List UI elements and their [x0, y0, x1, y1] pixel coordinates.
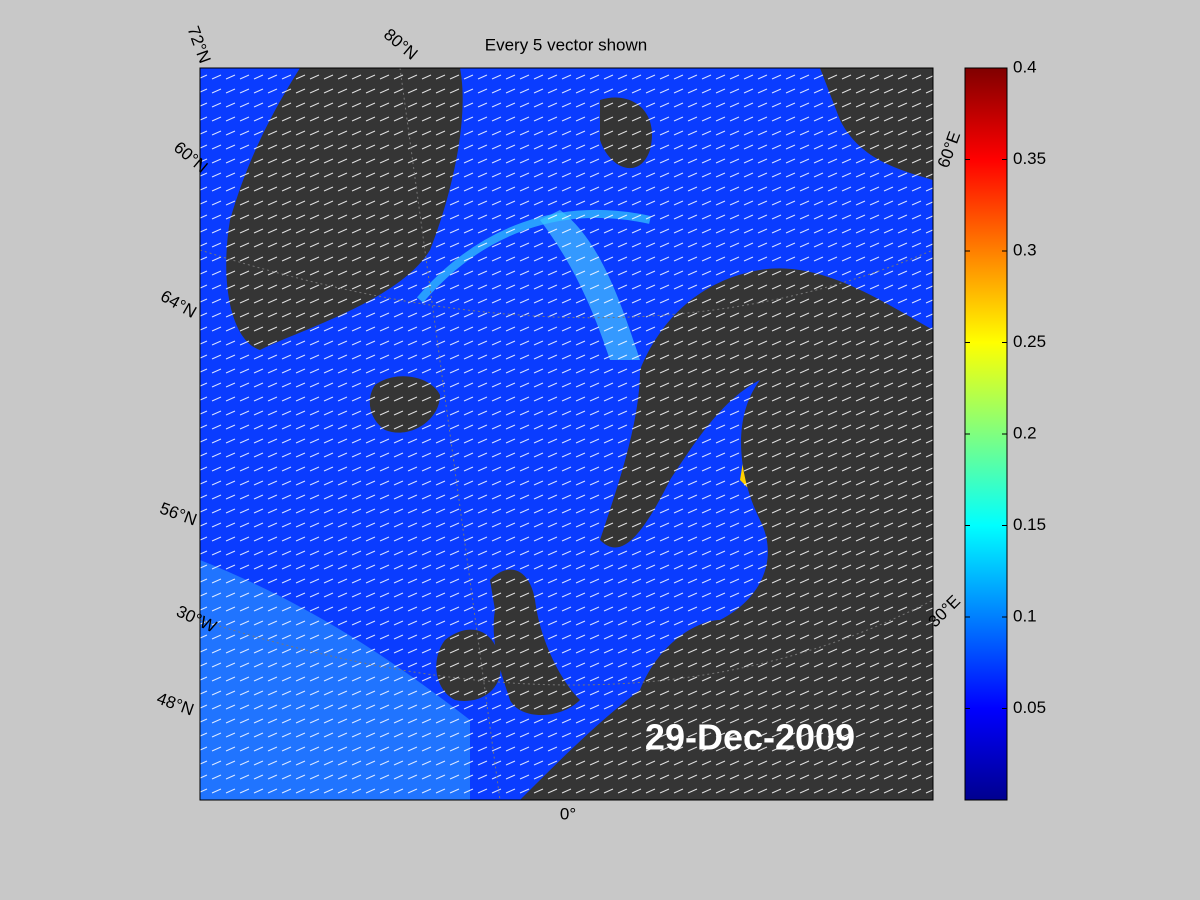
colorbar-tick-label: 0.25 — [1013, 332, 1046, 351]
colorbar — [964, 67, 1008, 801]
map-frame — [199, 67, 934, 801]
colorbar-tick-label: 0.2 — [1013, 423, 1037, 442]
map — [200, 68, 933, 800]
colorbar-tick-label: 0.05 — [1013, 698, 1046, 717]
colorbar-tick-label: 0.4 — [1013, 57, 1037, 76]
colorbar-tick-label: 0.3 — [1013, 240, 1037, 259]
date-label: 29-Dec-2009 — [645, 717, 855, 758]
map-title: Every 5 vector shown — [485, 35, 648, 54]
graticule — [200, 68, 933, 800]
graticule-label: 0° — [560, 804, 576, 823]
colorbar-tick-label: 0.15 — [1013, 515, 1046, 534]
colorbar-ticks: 0.05 0.1 0.15 0.2 0.25 0.3 0.35 0.4 — [965, 57, 1046, 717]
colorbar-tick-label: 0.35 — [1013, 149, 1046, 168]
colorbar-tick-label: 0.1 — [1013, 606, 1037, 625]
current-vectors — [200, 68, 933, 800]
